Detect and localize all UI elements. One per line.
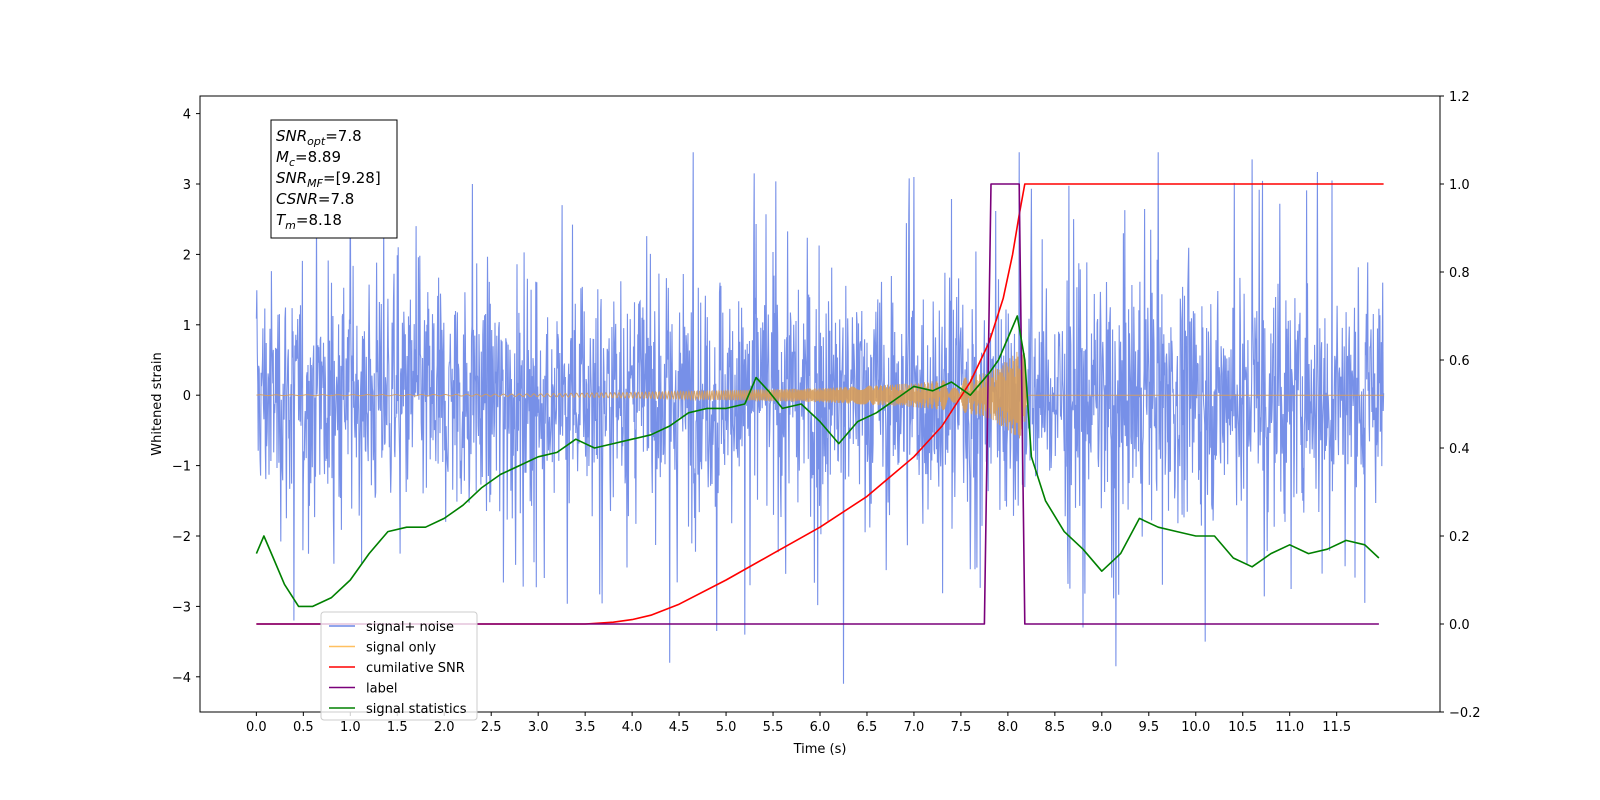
y2-tick-label: 0.6 xyxy=(1449,354,1470,369)
y-axis-label: Whitened strain xyxy=(150,352,165,455)
x-tick-label: 9.0 xyxy=(1091,720,1112,735)
info-line: Mc=8.89 xyxy=(276,148,341,169)
x-tick-label: 11.0 xyxy=(1275,720,1304,735)
series-layer xyxy=(255,152,1385,684)
series-line xyxy=(256,183,1384,625)
x-tick-label: 4.0 xyxy=(622,720,643,735)
x-tick-label: 6.0 xyxy=(810,720,831,735)
y-tick-label: −2 xyxy=(172,530,191,545)
x-tick-label: 1.0 xyxy=(340,720,361,735)
x-tick-label: 0.0 xyxy=(246,720,267,735)
x-tick-label: 8.5 xyxy=(1045,720,1066,735)
series-line xyxy=(255,315,1380,608)
y-tick-label: 0 xyxy=(183,389,191,404)
x-tick-label: 9.5 xyxy=(1138,720,1159,735)
legend-frame xyxy=(320,611,478,721)
x-tick-label: 5.0 xyxy=(716,720,737,735)
legend-label: label xyxy=(366,682,397,697)
x-tick-label: 3.5 xyxy=(575,720,596,735)
x-tick-label: 1.5 xyxy=(387,720,408,735)
y-tick-label: −4 xyxy=(172,671,191,686)
x-axis-label: Time (s) xyxy=(793,742,847,757)
x-tick-label: 10.5 xyxy=(1228,720,1257,735)
y-tick-label: 3 xyxy=(183,178,191,193)
y-tick-label: −1 xyxy=(172,460,191,475)
info-line: CSNR=7.8 xyxy=(276,190,354,208)
y2-tick-label: 0.8 xyxy=(1449,266,1470,281)
series-line xyxy=(256,183,1379,625)
y-tick-label: −3 xyxy=(172,600,191,615)
info-line: SNRMF=[9.28] xyxy=(276,169,381,190)
y2-tick-label: 1.0 xyxy=(1449,178,1470,193)
x-tick-label: 11.5 xyxy=(1322,720,1351,735)
y2-tick-label: 0.2 xyxy=(1449,530,1470,545)
legend: signal+ noise signal only cumilative SNR la… xyxy=(320,611,478,721)
y2-tick-label: 1.2 xyxy=(1449,90,1470,105)
y2-tick-label: −0.2 xyxy=(1449,706,1481,721)
ticks-layer: 0.0 0.5 1.0 1.5 2.0 2.5 3.0 3.5 4.0 4.5 5.0 5.5 6.0 6… xyxy=(172,90,1481,735)
y-tick-label: 2 xyxy=(183,248,191,263)
x-tick-label: 7.5 xyxy=(951,720,972,735)
x-tick-label: 10.0 xyxy=(1181,720,1210,735)
legend-label: signal+ noise xyxy=(366,620,454,635)
y2-tick-label: 0.0 xyxy=(1449,618,1470,633)
x-tick-label: 6.5 xyxy=(857,720,878,735)
x-tick-label: 7.0 xyxy=(904,720,925,735)
x-tick-label: 0.5 xyxy=(293,720,314,735)
x-tick-label: 2.5 xyxy=(481,720,502,735)
info-line: SNRopt=7.8 xyxy=(276,127,362,148)
legend-items: signal+ noise signal only cumilative SNR la… xyxy=(329,620,467,717)
legend-label: signal only xyxy=(366,641,436,656)
x-tick-label: 2.0 xyxy=(434,720,455,735)
x-tick-label: 4.5 xyxy=(669,720,690,735)
y2-tick-label: 0.4 xyxy=(1449,442,1470,457)
x-tick-label: 3.0 xyxy=(528,720,549,735)
y-tick-label: 4 xyxy=(183,108,191,123)
x-tick-label: 5.5 xyxy=(763,720,784,735)
y-tick-label: 1 xyxy=(183,319,191,334)
legend-label: cumilative SNR xyxy=(366,661,465,676)
series-line xyxy=(256,351,1384,439)
info-line: Tm=8.18 xyxy=(276,211,342,232)
info-box-frame xyxy=(270,119,398,239)
legend-label: signal statistics xyxy=(366,702,467,717)
x-tick-label: 8.0 xyxy=(998,720,1019,735)
